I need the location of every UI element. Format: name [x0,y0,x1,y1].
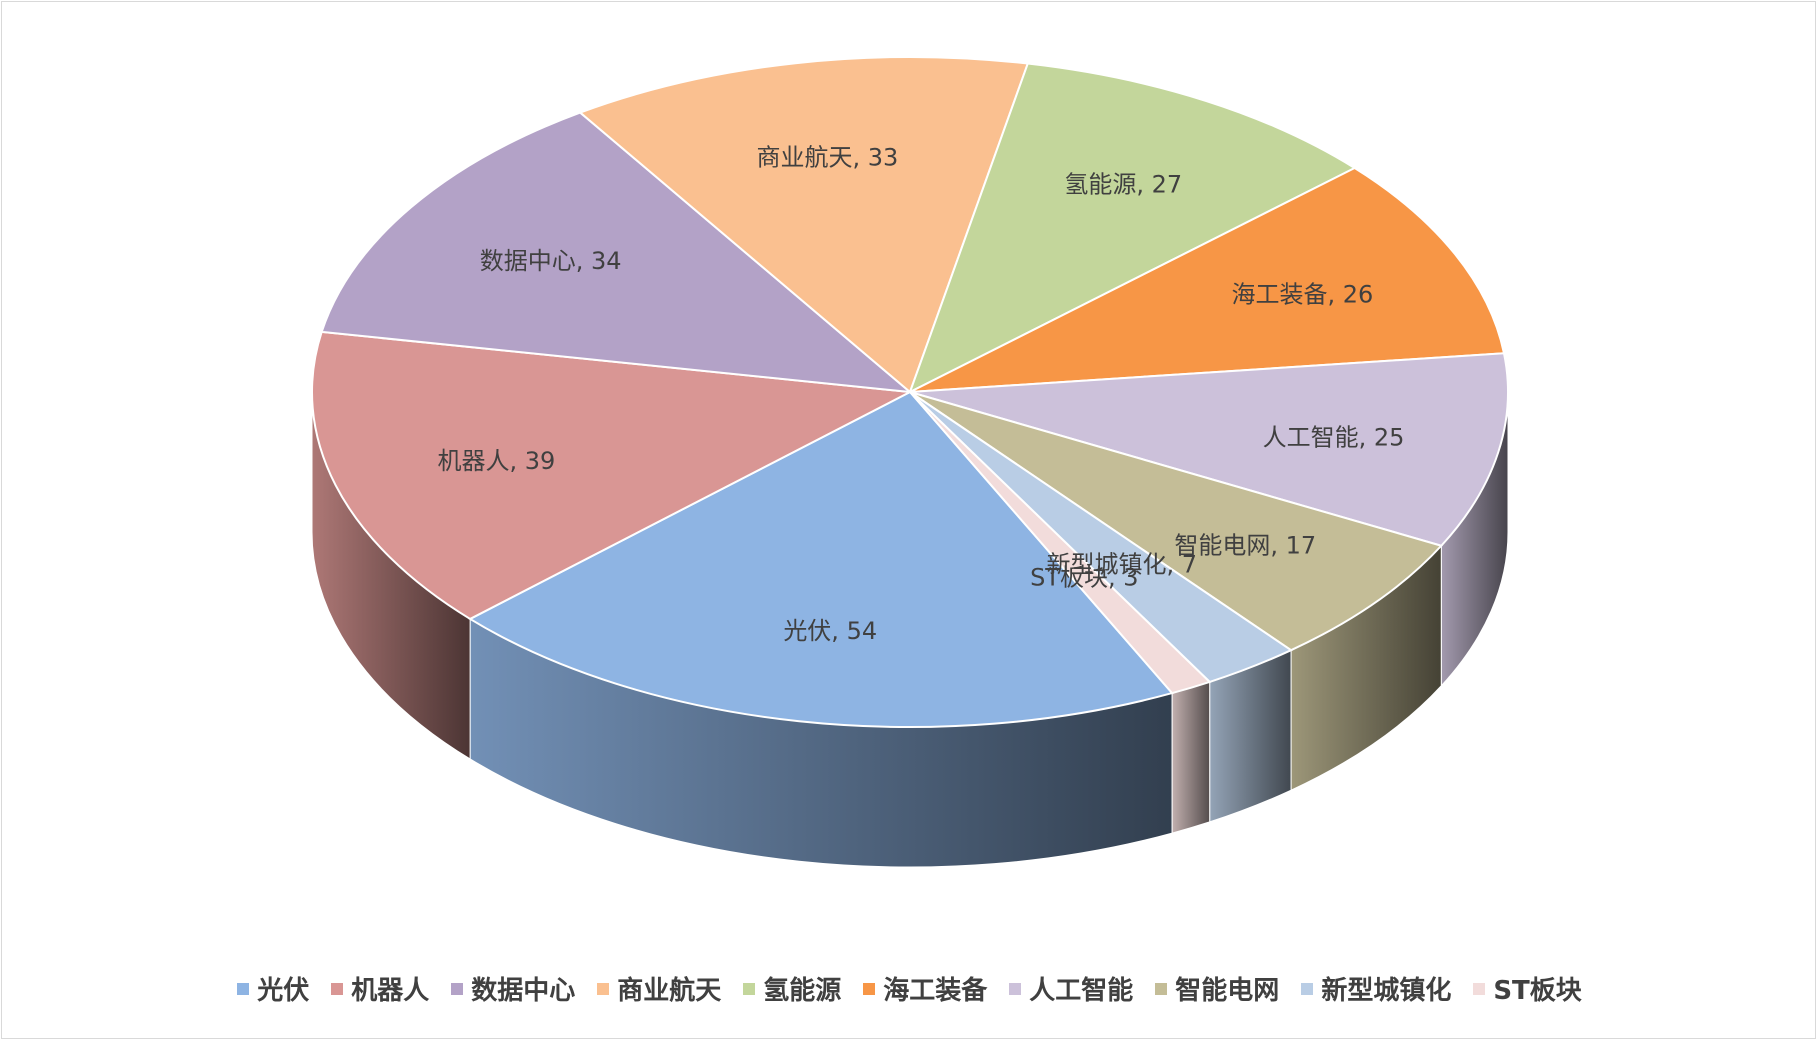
legend-item-hydrogen-energy: 氢能源 [743,970,841,1007]
legend-label-smart-grid: 智能电网 [1175,976,1280,1006]
legend-swatch-robot [331,982,344,995]
data-label-new-urbanization: 新型城镇化, 7 [1046,550,1197,578]
legend-item-st-sector: ST板块 [1473,970,1582,1007]
legend-label-robot: 机器人 [351,976,430,1006]
legend-item-marine-equipment: 海工装备 [863,970,987,1007]
legend-item-commercial-aerospace: 商业航天 [597,970,721,1007]
data-label-photovoltaic: 光伏, 54 [783,617,877,645]
legend-swatch-smart-grid [1155,982,1168,995]
pie-side-walls [311,391,1509,868]
legend-swatch-commercial-aerospace [597,982,610,995]
legend-item-data-center: 数据中心 [451,970,575,1007]
pie-slice-marine-equipment [909,166,1506,393]
pie-side-st-sector [1171,681,1211,834]
pie-slice-smart-grid [909,391,1444,652]
legend-swatch-photovoltaic [237,982,250,995]
pie-slice-commercial-aerospace [578,56,1030,394]
legend-label-new-urbanization: 新型城镇化 [1321,976,1452,1006]
legend-label-photovoltaic: 光伏 [257,976,310,1006]
legend-label-commercial-aerospace: 商业航天 [617,976,722,1006]
legend-item-photovoltaic: 光伏 [237,970,309,1007]
legend-item-artificial-intelligence: 人工智能 [1009,970,1133,1007]
legend-label-marine-equipment: 海工装备 [883,976,988,1006]
legend-label-hydrogen-energy: 氢能源 [763,976,842,1006]
pie-slice-data-center [320,111,914,394]
data-label-commercial-aerospace: 商业航天, 33 [757,143,899,171]
legend-swatch-artificial-intelligence [1009,982,1022,995]
chart-legend: 光伏 机器人 数据中心 商业航天 氢能源 海工装备 人工智能 智能电网 新型城镇化 ST板块 [0,970,1819,1007]
pie-slice-hydrogen-energy [908,62,1357,395]
data-label-robot: 机器人, 39 [438,447,556,475]
pie-top [311,56,1509,728]
legend-label-st-sector: ST板块 [1493,976,1582,1006]
legend-swatch-new-urbanization [1301,982,1314,995]
legend-swatch-data-center [451,982,464,995]
data-label-smart-grid: 智能电网, 17 [1174,531,1316,559]
data-label-hydrogen-energy: 氢能源, 27 [1064,170,1182,198]
data-label-marine-equipment: 海工装备, 26 [1232,281,1374,309]
data-label-st-sector: ST板块, 3 [1030,563,1138,591]
legend-swatch-hydrogen-energy [743,982,756,995]
pie-slice-robot [311,330,914,621]
data-label-artificial-intelligence: 人工智能, 25 [1263,423,1405,451]
pie-slice-photovoltaic [468,390,1174,728]
pie-slice-artificial-intelligence [909,352,1509,547]
legend-item-smart-grid: 智能电网 [1155,970,1279,1007]
legend-swatch-st-sector [1473,982,1486,995]
pie-data-labels: 光伏, 54 机器人, 39 数据中心, 34 商业航天, 33 氢能源, 27 海工装备… [438,143,1405,645]
legend-label-artificial-intelligence: 人工智能 [1029,976,1134,1006]
legend-swatch-marine-equipment [863,982,876,995]
legend-label-data-center: 数据中心 [471,976,576,1006]
data-label-data-center: 数据中心, 34 [480,247,622,275]
pie-slice-st-sector [909,391,1212,695]
legend-item-robot: 机器人 [331,970,429,1007]
legend-item-new-urbanization: 新型城镇化 [1301,970,1451,1007]
